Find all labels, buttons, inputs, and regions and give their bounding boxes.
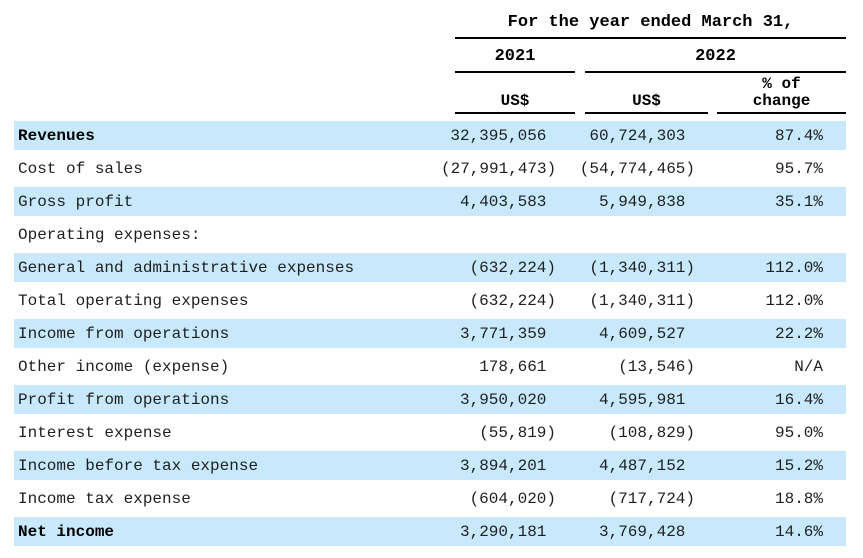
currency-header-2021-label: US$ <box>500 92 530 110</box>
value-2022-cell: (1,340,311) <box>589 258 695 277</box>
value-2021-cell: (27,991,473) <box>441 159 557 178</box>
pct-change-cell: 14.6% <box>774 522 823 541</box>
value-2022-cell: 3,769,428 <box>598 522 695 541</box>
pct-change-cell: N/A <box>794 357 823 376</box>
value-2021-cell: 3,950,020 <box>459 390 556 409</box>
currency-header-2022-label: US$ <box>632 92 661 110</box>
row-label: Total operating expenses <box>18 291 249 310</box>
pct-change-cell: 95.0% <box>774 423 823 442</box>
row-label: Income tax expense <box>18 489 191 508</box>
value-2021-cell: (632,224) <box>469 258 556 277</box>
table-row-other-income-expense: Other income (expense) 178,661 (13,546) … <box>14 352 846 381</box>
pct-change-cell: 112.0% <box>765 258 823 277</box>
table-row-general-admin-expenses: General and administrative expenses (632… <box>14 253 846 282</box>
row-label: General and administrative expenses <box>18 258 355 277</box>
table-row-total-operating-expenses: Total operating expenses (632,224) (1,34… <box>14 286 846 315</box>
value-2022-cell: 4,595,981 <box>598 390 695 409</box>
row-label: Profit from operations <box>18 390 230 409</box>
table-row-profit-from-operations: Profit from operations 3,950,020 4,595,9… <box>14 385 846 414</box>
period-underline <box>455 37 846 39</box>
value-2022-cell: (717,724) <box>608 489 695 508</box>
value-2022-cell: (54,774,465) <box>579 159 695 178</box>
value-2022-cell: 60,724,303 <box>589 126 695 145</box>
pct-change-cell: 35.1% <box>774 192 823 211</box>
table-row-income-before-tax: Income before tax expense 3,894,201 4,48… <box>14 451 846 480</box>
row-label: Income before tax expense <box>18 456 259 475</box>
value-2022-cell: 5,949,838 <box>598 192 695 211</box>
pct-change-cell: 87.4% <box>774 126 823 145</box>
table-row-gross-profit: Gross profit 4,403,583 5,949,838 35.1% <box>14 187 846 216</box>
currency-2022-underline <box>585 112 708 114</box>
pct-change-header-line2: change <box>752 92 811 110</box>
value-2021-cell: (55,819) <box>479 423 556 442</box>
table-body: Revenues 32,395,056 60,724,303 87.4% Cos… <box>14 119 846 546</box>
value-2021-cell: 32,395,056 <box>450 126 556 145</box>
table-row-net-income: Net income 3,290,181 3,769,428 14.6% <box>14 517 846 546</box>
table-row-operating-expenses-heading: Operating expenses: <box>14 220 846 249</box>
value-2021-cell: (604,020) <box>469 489 556 508</box>
row-label: Cost of sales <box>18 159 143 178</box>
table-header: For the year ended March 31, 2021 2022 U… <box>0 0 863 119</box>
currency-2021-underline <box>455 112 575 114</box>
table-row-interest-expense: Interest expense (55,819) (108,829) 95.0… <box>14 418 846 447</box>
row-label: Other income (expense) <box>18 357 230 376</box>
pct-change-header-line1: % of <box>762 75 801 93</box>
year-2021-header: 2021 <box>494 47 536 66</box>
year-2022-underline <box>585 71 846 73</box>
value-2022-cell: (13,546) <box>618 357 695 376</box>
pct-change-cell: 15.2% <box>774 456 823 475</box>
value-2021-cell: 178,661 <box>479 357 556 376</box>
value-2021-cell: 3,771,359 <box>459 324 556 343</box>
row-label: Net income <box>18 522 115 541</box>
value-2022-cell: (108,829) <box>608 423 695 442</box>
pct-change-cell: 22.2% <box>774 324 823 343</box>
year-2021-underline <box>455 71 575 73</box>
pct-change-cell: 18.8% <box>774 489 823 508</box>
value-2021-cell: 3,894,201 <box>459 456 556 475</box>
value-2022-cell: 4,609,527 <box>598 324 695 343</box>
value-2021-cell: (632,224) <box>469 291 556 310</box>
value-2021-cell: 3,290,181 <box>459 522 556 541</box>
pct-change-cell: 112.0% <box>765 291 823 310</box>
pct-change-cell: 16.4% <box>774 390 823 409</box>
pct-change-header: % of change <box>717 76 846 110</box>
row-label: Interest expense <box>18 423 172 442</box>
value-2022-cell: (1,340,311) <box>589 291 695 310</box>
currency-header-2021: US$ <box>455 76 575 110</box>
year-2022-header: 2022 <box>695 47 736 66</box>
pct-change-underline <box>717 112 846 114</box>
row-label: Income from operations <box>18 324 230 343</box>
table-row-revenues: Revenues 32,395,056 60,724,303 87.4% <box>14 121 846 150</box>
row-label: Gross profit <box>18 192 134 211</box>
row-label: Operating expenses: <box>18 225 201 244</box>
value-2021-cell: 4,403,583 <box>459 192 556 211</box>
row-label: Revenues <box>18 126 95 145</box>
value-2022-cell: 4,487,152 <box>598 456 695 475</box>
table-row-cost-of-sales: Cost of sales (27,991,473) (54,774,465) … <box>14 154 846 183</box>
period-header: For the year ended March 31, <box>507 13 794 32</box>
table-row-income-from-operations: Income from operations 3,771,359 4,609,5… <box>14 319 846 348</box>
table-row-income-tax-expense: Income tax expense (604,020) (717,724) 1… <box>14 484 846 513</box>
pct-change-cell: 95.7% <box>774 159 823 178</box>
currency-header-2022: US$ <box>585 76 708 110</box>
